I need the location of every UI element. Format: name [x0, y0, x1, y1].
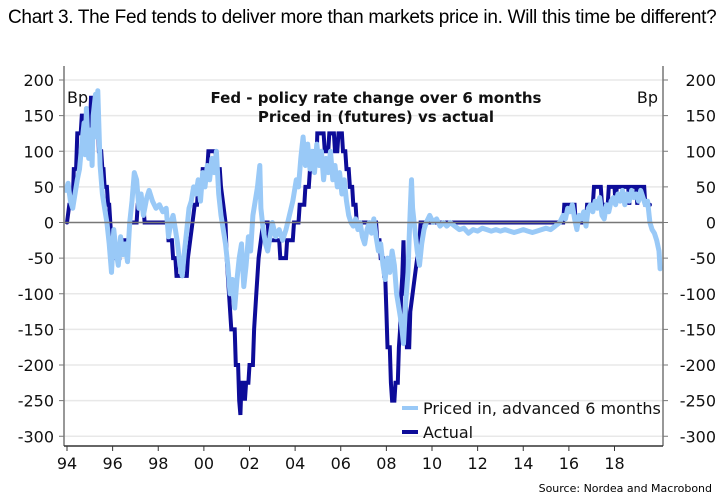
x-tick-label: 12 — [467, 454, 487, 473]
y-tick-label-left: 200 — [23, 71, 54, 90]
series-line-actual — [65, 95, 652, 416]
legend-label-priced-in: Priced in, advanced 6 months — [423, 399, 661, 418]
x-tick-label: 98 — [148, 454, 168, 473]
gridlines — [64, 79, 663, 437]
x-tick-label: 10 — [422, 454, 442, 473]
y-tick-label-left: 100 — [23, 142, 54, 161]
figure-title: Chart 3. The Fed tends to deliver more t… — [8, 7, 717, 28]
y-tick-label-left: 150 — [23, 107, 54, 126]
x-tick-label: 14 — [513, 454, 533, 473]
x-tick-label: 08 — [376, 454, 396, 473]
source-note: Source: Nordea and Macrobond — [538, 482, 712, 495]
x-tick-label: 06 — [331, 454, 351, 473]
y-tick-label-left: -100 — [18, 285, 54, 304]
x-tick-label: 18 — [604, 454, 624, 473]
x-tick-label: 02 — [239, 454, 259, 473]
chart-subtitle: Priced in (futures) vs actual — [258, 108, 494, 126]
y-tick-label-right: 100 — [685, 142, 716, 161]
y-tick-label-left: -300 — [18, 427, 54, 446]
x-tick-label: 04 — [285, 454, 305, 473]
y-tick-label-right: -150 — [680, 320, 716, 339]
series-layer — [63, 88, 663, 416]
y-tick-label-left: -150 — [18, 320, 54, 339]
y-tick-label-right: 200 — [685, 71, 716, 90]
x-tick-label: 94 — [57, 454, 77, 473]
y-tick-label-left: -200 — [18, 356, 54, 375]
y-tick-label-left: -250 — [18, 392, 54, 411]
legend-label-actual: Actual — [423, 423, 473, 442]
y-tick-label-right: 50 — [696, 178, 716, 197]
y-unit-right: Bp — [637, 88, 658, 107]
legend-swatch-actual — [402, 430, 418, 434]
chart-title: Fed - policy rate change over 6 months — [211, 89, 542, 107]
x-tick-label: 96 — [102, 454, 122, 473]
y-tick-label-left: 0 — [44, 214, 54, 233]
legend-swatch-priced-in — [402, 406, 418, 410]
y-tick-label-right: -50 — [690, 249, 716, 268]
y-tick-label-right: -100 — [680, 285, 716, 304]
x-tick-label: 16 — [559, 454, 579, 473]
y-tick-label-left: -50 — [28, 249, 54, 268]
y-tick-label-right: -200 — [680, 356, 716, 375]
y-tick-label-right: -300 — [680, 427, 716, 446]
legend: Priced in, advanced 6 months Actual — [402, 399, 661, 442]
y-tick-label-right: 150 — [685, 107, 716, 126]
y-tick-label-right: 0 — [706, 214, 716, 233]
series-line-priced-in — [63, 88, 663, 347]
y-tick-label-left: 50 — [34, 178, 54, 197]
x-tick-label: 00 — [194, 454, 214, 473]
y-tick-label-right: -250 — [680, 392, 716, 411]
y-unit-left: Bp — [67, 88, 88, 107]
